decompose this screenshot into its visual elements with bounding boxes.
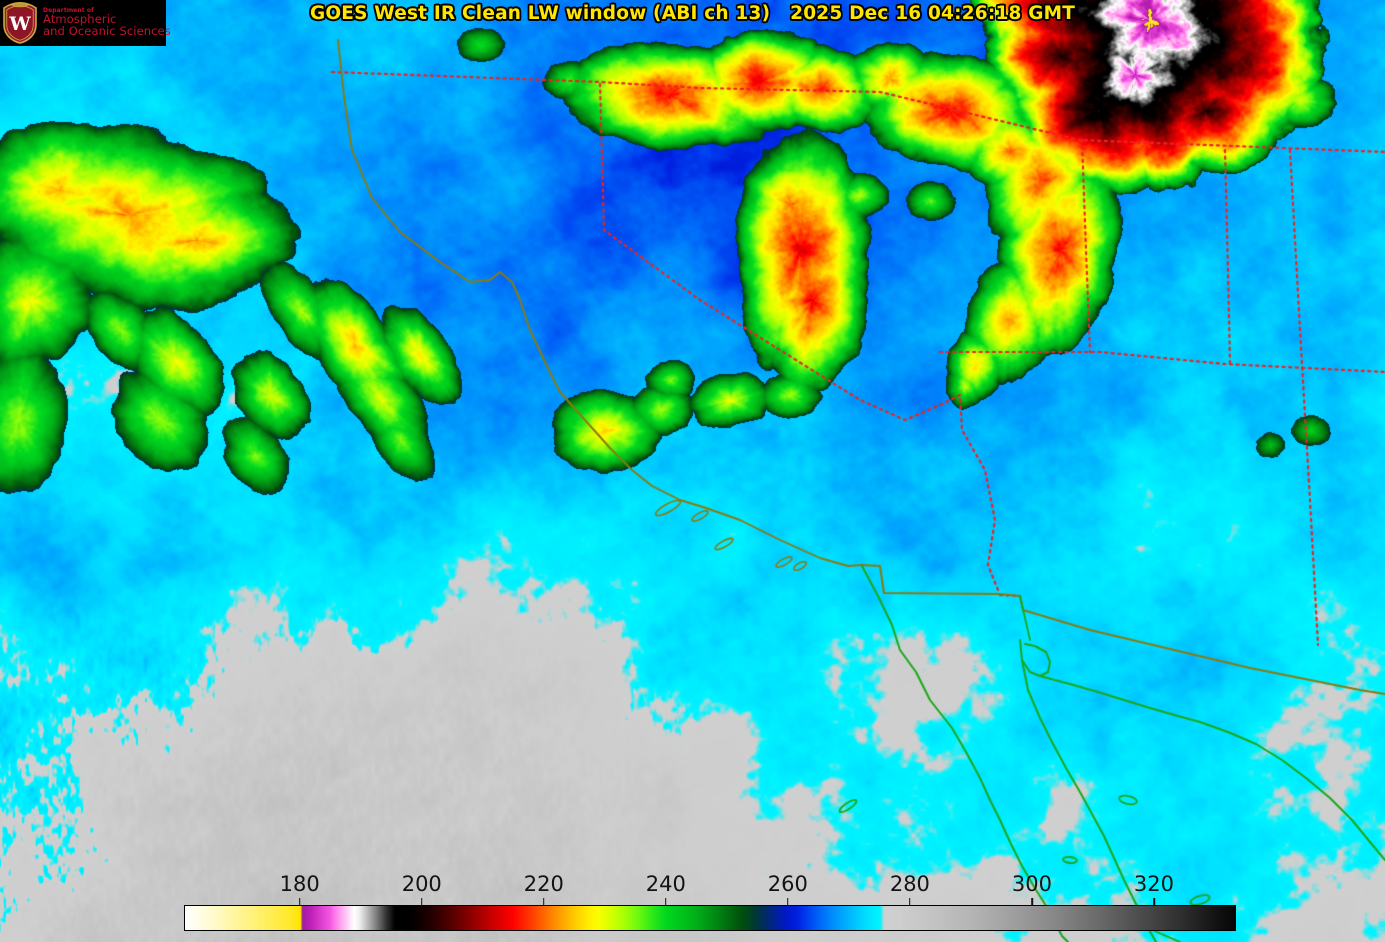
logo-dept-line: Department of bbox=[43, 7, 94, 15]
colorbar-label-180: 180 bbox=[279, 872, 320, 896]
logo-line-2: and Oceanic Sciences bbox=[43, 24, 171, 39]
colorbar-tick-200 bbox=[420, 898, 423, 905]
colorbar-label-260: 260 bbox=[767, 872, 808, 896]
colorbar-tick-280 bbox=[909, 898, 911, 905]
logo-line-1: Atmospheric bbox=[43, 12, 117, 27]
colorbar-tick-300 bbox=[1031, 898, 1033, 905]
colorbar-tick-240 bbox=[665, 898, 667, 905]
uw-aos-logo-plate: W Department of Atmospheric and Oceanic … bbox=[0, 0, 171, 46]
colorbar-gradient bbox=[184, 905, 1236, 931]
colorbar-tick-180 bbox=[298, 898, 301, 905]
colorbar-label-300: 300 bbox=[1011, 872, 1052, 896]
temperature-colorbar: 180 200 220 240 260 280 300 320 bbox=[184, 872, 1236, 931]
colorbar-label-240: 240 bbox=[645, 872, 686, 896]
colorbar-tick-marks bbox=[184, 898, 1236, 905]
colorbar-tick-labels: 180 200 220 240 260 280 300 320 bbox=[184, 872, 1236, 898]
svg-text:W: W bbox=[8, 13, 31, 35]
colorbar-tick-220 bbox=[542, 898, 545, 905]
colorbar-tick-260 bbox=[787, 898, 789, 905]
colorbar-tick-320 bbox=[1153, 898, 1155, 905]
uw-aos-logo-text: Department of Atmospheric and Oceanic Sc… bbox=[40, 8, 171, 38]
colorbar-label-220: 220 bbox=[523, 872, 564, 896]
colorbar-label-320: 320 bbox=[1133, 872, 1174, 896]
colorbar-label-280: 280 bbox=[889, 872, 930, 896]
uw-crest-icon: W bbox=[0, 1, 40, 45]
colorbar-label-200: 200 bbox=[401, 872, 442, 896]
